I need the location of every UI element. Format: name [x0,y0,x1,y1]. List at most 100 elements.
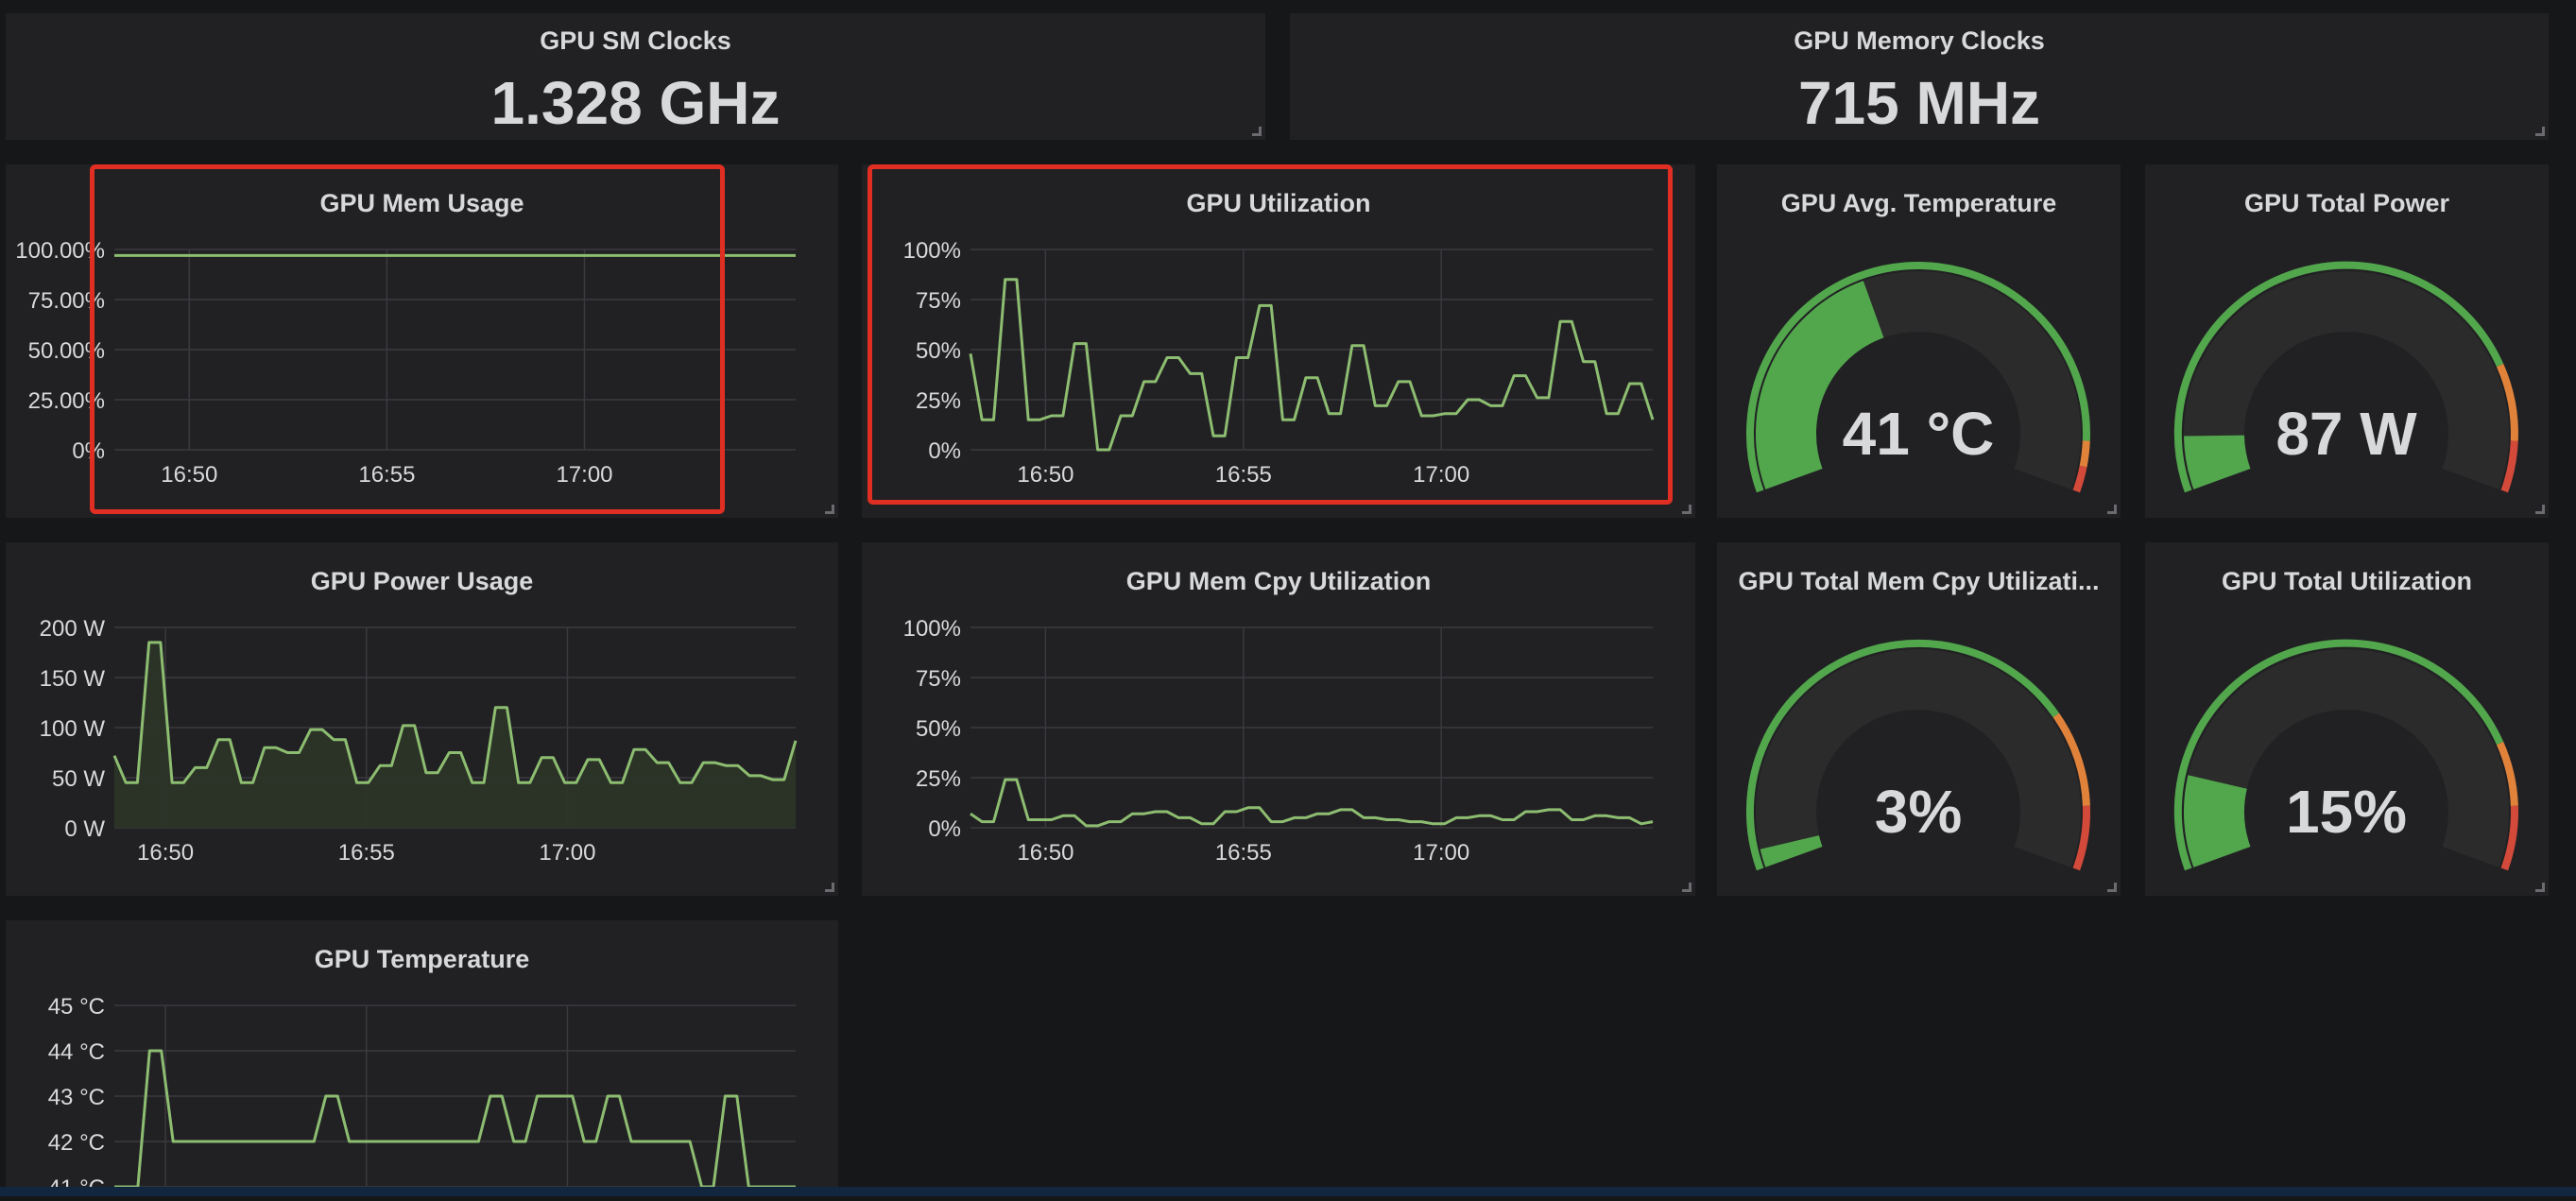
panel-title[interactable]: GPU Utilization [1186,189,1371,217]
panel-title[interactable]: GPU Power Usage [310,567,534,595]
gauge-track [2184,271,2509,489]
gauge-value-arc [2184,775,2251,867]
gauge-track [2184,649,2509,867]
gauge-value-text: 87 W [2275,400,2417,468]
x-tick-label: 17:00 [539,840,595,866]
graph-panel-temperature[interactable]: GPU Temperature 45 °C 44 °C 43 °C 42 °C 41 °… [6,920,838,1201]
y-tick-label: 50% [916,716,961,742]
series-line [970,778,1654,828]
gauge-threshold-arc [2079,440,2090,468]
series-line [969,278,1655,452]
panel-title[interactable]: GPU Total Mem Cpy Utilizati... [1738,567,2100,595]
y-tick-label: 75% [916,666,961,692]
y-tick-label: 45 °C [48,994,105,1020]
gauge-value-text: 41 °C [1843,400,1995,468]
y-tick-label: 100% [903,238,961,264]
panel-title[interactable]: GPU Temperature [314,945,530,973]
x-tick-label: 16:50 [161,462,217,488]
resize-handle[interactable] [2107,883,2117,892]
gauge-panel-total-utilization[interactable]: GPU Total Utilization 15% [2145,542,2549,896]
total-utilization-gauge: 15% [2173,639,2518,871]
y-tick-label: 25.00% [28,388,105,414]
graph-panel-power-usage[interactable]: GPU Power Usage 200 W 150 W 100 W 50 W 0 W 16… [6,542,838,896]
gauge-threshold-arc [2173,639,2504,871]
stat-value: 1.328 GHz [490,69,781,137]
y-tick-label: 150 W [40,666,106,692]
y-tick-label: 0% [72,438,105,464]
gauge-panel-total-mem-cpy[interactable]: GPU Total Mem Cpy Utilizati... 3% [1717,542,2121,896]
x-tick-label: 16:55 [1215,840,1272,866]
gauge-track [1756,649,2081,867]
gpu-utilization-chart: 100% 75% 50% 25% 0% 16:50 16:55 17:00 [903,238,1655,488]
series-line [114,1049,796,1189]
panel-title[interactable]: GPU Total Power [2243,189,2450,217]
gauge-threshold-arc [2072,465,2087,493]
y-tick-label: 75.00% [28,288,105,314]
resize-handle[interactable] [1682,505,1692,514]
x-tick-label: 17:00 [1413,840,1469,866]
bottom-band [0,1187,2576,1196]
graph-panel-mem-usage[interactable]: GPU Mem Usage 100.00% 75.00% 50.00% 25.00% 0… [6,164,838,518]
gauge-value-arc [1760,834,1823,867]
y-tick-label: 43 °C [48,1085,105,1110]
gauge-threshold-arc [2496,363,2518,441]
gauge-threshold-arc [2496,741,2518,806]
y-tick-label: 50.00% [28,338,105,364]
panel-title[interactable]: GPU Total Utilization [2222,567,2472,595]
gauge-value-arc [2184,434,2251,489]
panel-title[interactable]: GPU Mem Cpy Utilization [1125,567,1432,595]
y-tick-label: 0% [928,816,961,842]
avg-temperature-gauge: 41 °C [1746,262,2090,493]
panel-title[interactable]: GPU Avg. Temperature [1780,189,2057,217]
stat-value: 715 MHz [1797,69,2041,137]
x-tick-label: 16:55 [1215,462,1272,488]
series-area [114,642,796,828]
x-tick-label: 16:50 [1017,840,1073,866]
power-usage-chart: 200 W 150 W 100 W 50 W 0 W 16:50 16:55 17:00 [40,616,798,866]
y-tick-label: 100% [903,616,961,642]
gauge-threshold-arc [2500,805,2518,871]
gauge-panel-total-power[interactable]: GPU Total Power 87 W [2145,164,2549,518]
y-tick-label: 100.00% [15,238,105,264]
x-tick-label: 16:55 [338,840,395,866]
x-tick-label: 17:00 [1413,462,1469,488]
total-power-gauge: 87 W [2173,261,2518,493]
resize-handle[interactable] [825,505,834,514]
stat-panel-sm-clocks[interactable]: GPU SM Clocks 1.328 GHz [6,13,1265,140]
y-tick-label: 50 W [52,766,105,792]
gauge-panel-avg-temperature[interactable]: GPU Avg. Temperature 41 °C [1717,164,2121,518]
y-tick-label: 25% [916,388,961,414]
total-mem-cpy-gauge: 3% [1745,639,2090,871]
y-tick-label: 50% [916,338,961,364]
gauge-threshold-arc [2173,261,2504,493]
gauge-threshold-arc [2072,805,2090,871]
y-tick-label: 200 W [40,616,106,642]
series-line [112,641,798,784]
panel-title[interactable]: GPU SM Clocks [540,26,731,55]
graph-panel-gpu-utilization[interactable]: GPU Utilization 100% 75% 50% 25% 0% 16:50 16:5… [862,164,1695,518]
x-tick-label: 16:50 [137,840,194,866]
resize-handle[interactable] [2535,505,2545,514]
x-tick-label: 16:50 [1017,462,1073,488]
y-tick-label: 42 °C [48,1130,105,1156]
resize-handle[interactable] [1682,883,1692,892]
gauge-threshold-arc [1746,262,2090,493]
y-tick-label: 75% [916,288,961,314]
gauge-threshold-arc [2052,712,2090,806]
graph-panel-mem-cpy-utilization[interactable]: GPU Mem Cpy Utilization 100% 75% 50% 25% 0% 1… [862,542,1695,896]
gauge-value-arc [1755,281,1885,489]
stat-panel-memory-clocks[interactable]: GPU Memory Clocks 715 MHz [1290,13,2549,140]
resize-handle[interactable] [2535,127,2545,136]
panel-title[interactable]: GPU Memory Clocks [1794,26,2045,55]
y-tick-label: 0% [928,438,961,464]
y-tick-label: 0 W [64,816,105,842]
gauge-threshold-arc [1745,639,2060,871]
resize-handle[interactable] [2535,883,2545,892]
resize-handle[interactable] [825,883,834,892]
mem-cpy-utilization-chart: 100% 75% 50% 25% 0% 16:50 16:55 17:00 [903,616,1654,866]
panel-title[interactable]: GPU Mem Usage [319,189,524,217]
resize-handle[interactable] [1252,127,1262,136]
y-tick-label: 100 W [40,716,106,742]
gauge-value-text: 15% [2286,778,2407,846]
resize-handle[interactable] [2107,505,2117,514]
